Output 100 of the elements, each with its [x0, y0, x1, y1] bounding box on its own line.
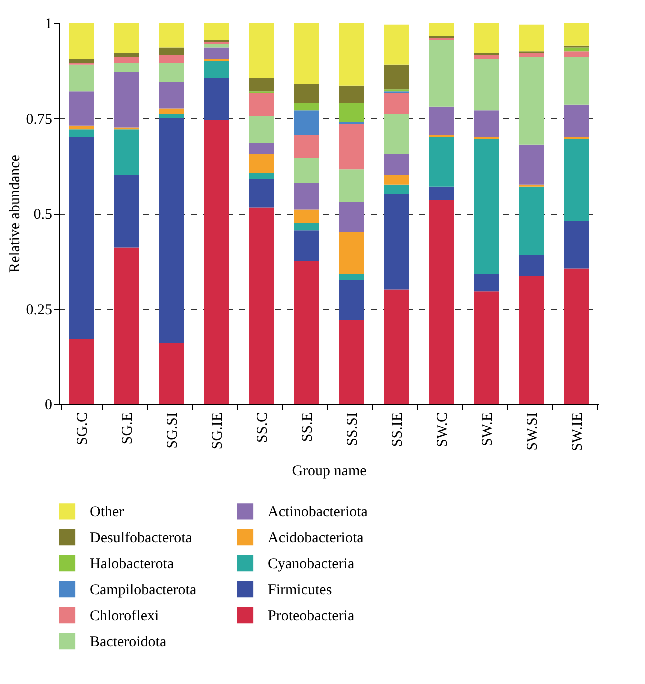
bar	[339, 86, 364, 104]
bar	[114, 72, 139, 128]
bar	[519, 186, 544, 256]
legend-label: Campilobacterota	[90, 582, 197, 598]
legend-label: Other	[90, 504, 124, 521]
bar	[564, 52, 589, 58]
bar	[249, 78, 274, 92]
bar	[159, 343, 184, 404]
bar	[294, 23, 319, 84]
bar	[69, 126, 94, 130]
bar	[429, 23, 454, 36]
bar	[159, 23, 184, 48]
legend-label: Actinobacteriota	[268, 504, 368, 521]
bar	[339, 202, 364, 233]
bar	[564, 57, 589, 105]
bar	[114, 63, 139, 73]
bar	[249, 208, 274, 404]
bar	[339, 103, 364, 122]
legend-label: Bacteroidota	[90, 634, 167, 650]
x-tick-label: SS.SI	[345, 412, 361, 446]
x-tick-label: SS.IE	[390, 412, 406, 448]
x-tick-label: SG.IE	[210, 412, 226, 450]
bar	[159, 114, 184, 118]
bar	[69, 23, 94, 60]
bar	[384, 64, 409, 90]
bar	[159, 48, 184, 56]
bar	[69, 339, 94, 404]
x-tick-label: SG.E	[120, 412, 136, 445]
bar	[339, 170, 364, 202]
bar	[294, 158, 319, 184]
x-tick-label: SW.IE	[570, 412, 586, 452]
x-tick-label: SS.C	[255, 412, 271, 443]
bar	[474, 139, 499, 274]
x-tick-label: SW.SI	[525, 412, 541, 451]
legend-label: Cyanobacteria	[268, 556, 355, 572]
bar	[429, 186, 454, 200]
bar	[519, 57, 544, 145]
bar	[204, 78, 229, 120]
x-axis-title: Group name	[292, 464, 368, 480]
bar	[204, 23, 229, 40]
bar	[429, 200, 454, 404]
y-tick-label: 0.75	[26, 112, 52, 128]
bar	[294, 210, 319, 224]
y-tick-label: 0	[45, 398, 52, 414]
bar	[564, 23, 589, 46]
bar	[474, 55, 499, 60]
x-tick-label: SG.SI	[165, 412, 181, 449]
x-tick-label: SS.E	[300, 412, 316, 442]
bar	[384, 114, 409, 154]
bar	[159, 82, 184, 109]
bar	[114, 53, 139, 58]
legend-label: Firmicutes	[268, 582, 332, 598]
bar	[384, 194, 409, 290]
bar	[294, 84, 319, 104]
bar	[204, 120, 229, 404]
y-axis-title: Relative abundance	[7, 154, 24, 273]
bar	[204, 44, 229, 48]
bar	[294, 223, 319, 231]
bar	[519, 144, 544, 185]
bar	[384, 184, 409, 194]
bar	[384, 93, 409, 114]
bar	[69, 137, 94, 340]
bar	[429, 137, 454, 187]
legend-label: Proteobacteria	[268, 608, 355, 624]
bar	[204, 61, 229, 78]
legend-label: Desulfobacterota	[90, 530, 193, 546]
bar	[294, 261, 319, 404]
bar	[429, 40, 454, 107]
bar	[474, 274, 499, 292]
bar	[159, 55, 184, 64]
x-tick-label: SW.E	[480, 412, 496, 447]
legend-label: Acidobacteriota	[268, 530, 364, 546]
y-tick-label: 1	[45, 16, 52, 32]
bar	[114, 57, 139, 64]
legend-label: Chloroflexi	[90, 608, 160, 624]
bar	[339, 320, 364, 404]
bar	[114, 23, 139, 54]
bar	[249, 154, 274, 174]
bar	[339, 274, 364, 280]
bar	[249, 143, 274, 154]
bar	[339, 23, 364, 86]
bar	[69, 130, 94, 138]
bar	[204, 48, 229, 60]
bar	[384, 24, 409, 65]
bar	[564, 268, 589, 404]
bar	[474, 292, 499, 404]
bar	[159, 118, 184, 344]
bar	[294, 103, 319, 111]
bar	[519, 255, 544, 276]
x-tick-label: SG.C	[75, 412, 91, 446]
bar	[114, 175, 139, 248]
bar	[114, 248, 139, 404]
bar	[384, 154, 409, 176]
bar	[294, 110, 319, 136]
bar	[249, 23, 274, 78]
bar	[519, 53, 544, 58]
bar	[69, 59, 94, 64]
legend-label: Halobacterota	[90, 556, 174, 572]
bar	[564, 48, 589, 52]
bar	[339, 124, 364, 170]
